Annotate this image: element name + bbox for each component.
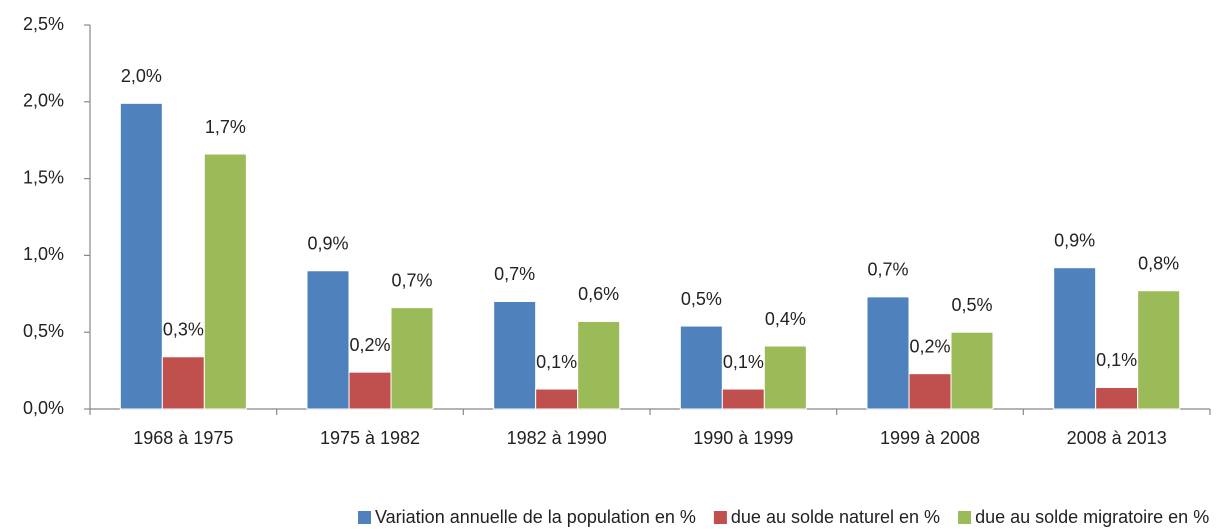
x-tick-label: 1990 à 1999 xyxy=(693,428,793,448)
data-label: 0,7% xyxy=(867,260,908,280)
y-tick-label: 1,5% xyxy=(23,167,64,187)
data-label: 2,0% xyxy=(121,66,162,86)
bar xyxy=(348,371,392,410)
bar xyxy=(306,270,350,410)
bar xyxy=(493,300,537,410)
bar xyxy=(679,325,723,410)
legend-label: due au solde naturel en % xyxy=(731,507,940,527)
data-label: 0,4% xyxy=(765,309,806,329)
legend-label: due au solde migratoire en % xyxy=(975,507,1209,527)
data-label: 0,7% xyxy=(391,270,432,290)
legend-swatch xyxy=(713,511,727,524)
bar xyxy=(866,296,910,410)
y-tick-label: 2,5% xyxy=(23,14,64,34)
y-tick-label: 0,5% xyxy=(23,321,64,341)
y-tick-label: 2,0% xyxy=(23,91,64,111)
bar xyxy=(535,388,579,410)
y-tick-label: 0,0% xyxy=(23,398,64,418)
legend-label: Variation annuelle de la population en % xyxy=(375,507,696,527)
data-label: 0,1% xyxy=(1096,350,1137,370)
data-label: 0,2% xyxy=(349,335,390,355)
bar xyxy=(763,345,807,410)
bar xyxy=(1053,267,1097,410)
bar xyxy=(1137,290,1181,410)
bar xyxy=(1095,386,1139,410)
legend-swatch xyxy=(358,511,371,524)
data-label: 0,1% xyxy=(536,352,577,372)
x-tick-label: 1982 à 1990 xyxy=(507,428,607,448)
data-label: 0,6% xyxy=(578,284,619,304)
data-label: 0,5% xyxy=(951,295,992,315)
data-label: 0,9% xyxy=(1054,230,1095,250)
data-label: 0,5% xyxy=(681,289,722,309)
bar xyxy=(908,373,952,410)
data-label: 1,7% xyxy=(205,117,246,137)
legend-swatch xyxy=(958,511,972,524)
x-tick-label: 1968 à 1975 xyxy=(133,428,233,448)
data-label: 0,1% xyxy=(723,352,764,372)
data-label: 0,2% xyxy=(909,336,950,356)
y-tick-label: 1,0% xyxy=(23,244,64,264)
x-tick-label: 2008 à 2013 xyxy=(1067,428,1167,448)
data-label: 0,8% xyxy=(1138,253,1179,273)
bar xyxy=(950,331,994,410)
x-tick-label: 1975 à 1982 xyxy=(320,428,420,448)
bar xyxy=(721,388,765,410)
bar xyxy=(203,153,247,410)
data-label: 0,9% xyxy=(307,234,348,254)
data-label: 0,3% xyxy=(163,320,204,340)
bar xyxy=(577,320,621,410)
bar xyxy=(161,356,205,410)
data-label: 0,7% xyxy=(494,264,535,284)
bar xyxy=(119,102,163,410)
x-tick-label: 1999 à 2008 xyxy=(880,428,980,448)
bar xyxy=(390,307,434,410)
